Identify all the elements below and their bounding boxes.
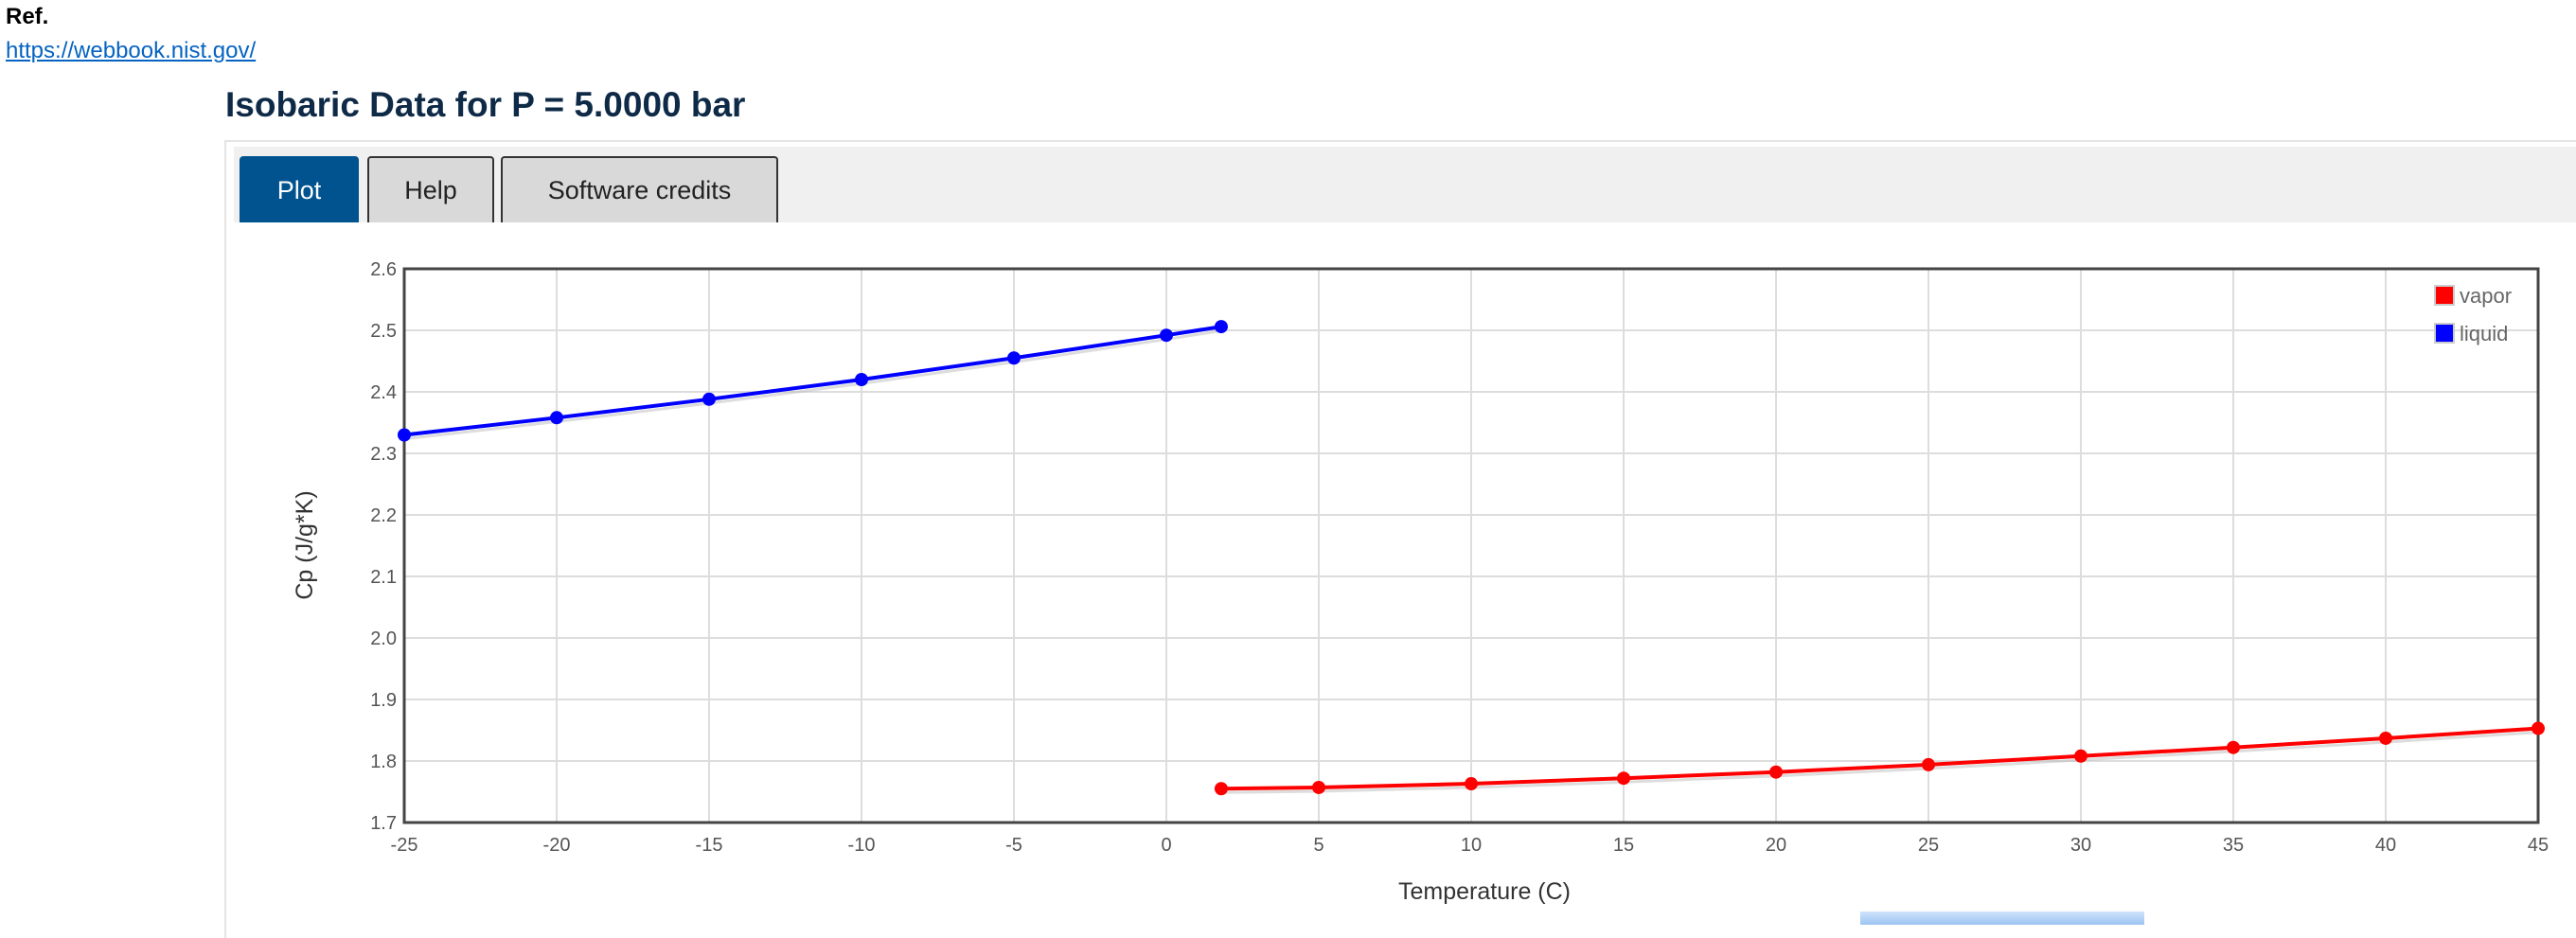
liquid-point[interactable]: [1007, 351, 1021, 365]
vapor-point[interactable]: [2379, 731, 2392, 745]
x-tick-label: -15: [696, 835, 723, 856]
vapor-line-shadow: [1222, 731, 2541, 794]
vapor-line: [1220, 726, 2539, 791]
legend-swatch-liquid: [2434, 323, 2455, 344]
y-tick-label: 1.9: [370, 690, 397, 711]
ref-label: Ref.: [6, 4, 49, 29]
y-tick-label: 2.2: [370, 505, 397, 526]
legend-label-vapor[interactable]: vapor: [2460, 284, 2512, 308]
vapor-point[interactable]: [2532, 721, 2545, 735]
x-tick-label: -25: [391, 835, 418, 856]
y-tick-label: 2.5: [370, 321, 397, 342]
vapor-point[interactable]: [1312, 780, 1325, 794]
y-tick-label: 2.1: [370, 567, 397, 588]
x-tick-label: -10: [848, 835, 876, 856]
x-tick-label: -5: [1005, 835, 1022, 856]
y-axis-label: Cp (J/g*K): [292, 490, 318, 599]
y-tick-label: 2.0: [370, 628, 397, 649]
nist-webbook-link[interactable]: https://webbook.nist.gov/: [6, 38, 257, 63]
x-tick-label: 40: [2375, 835, 2396, 856]
liquid-point[interactable]: [550, 411, 563, 425]
x-tick-label: 0: [1161, 835, 1171, 856]
vapor-point[interactable]: [2074, 749, 2087, 763]
legend-label-liquid[interactable]: liquid: [2460, 322, 2508, 345]
scroll-indicator: [1860, 911, 2144, 925]
x-tick-label: 35: [2223, 835, 2244, 856]
plot-panel: [224, 140, 2576, 938]
x-tick-label: 45: [2528, 835, 2549, 856]
vapor-point[interactable]: [1769, 765, 1783, 779]
y-tick-label: 1.8: [370, 752, 397, 772]
liquid-point[interactable]: [702, 392, 716, 406]
y-tick-label: 2.6: [370, 259, 397, 280]
vapor-point[interactable]: [1922, 757, 1935, 771]
y-tick-label: 2.4: [370, 382, 397, 403]
x-tick-label: 10: [1461, 835, 1482, 856]
liquid-point[interactable]: [398, 428, 411, 442]
tab-plot[interactable]: Plot: [240, 156, 359, 222]
legend[interactable]: vapor liquid: [2434, 284, 2512, 345]
x-tick-label: 30: [2070, 835, 2091, 856]
vapor-point[interactable]: [2227, 740, 2240, 754]
y-tick-label: 2.3: [370, 444, 397, 465]
vapor-point[interactable]: [1465, 777, 1478, 791]
liquid-point[interactable]: [855, 373, 868, 386]
x-tick-label: 20: [1766, 835, 1786, 856]
vapor-point[interactable]: [1214, 782, 1228, 796]
liquid-line: [403, 325, 1222, 437]
vapor-point[interactable]: [1617, 771, 1630, 786]
x-tick-label: -20: [543, 835, 571, 856]
x-tick-label: 25: [1918, 835, 1939, 856]
x-axis-label: Temperature (C): [1398, 878, 1571, 905]
liquid-point[interactable]: [1160, 328, 1173, 343]
tab-help[interactable]: Help: [367, 156, 494, 222]
plot-frame: [402, 267, 2540, 824]
page-title: Isobaric Data for P = 5.0000 bar: [225, 85, 746, 124]
x-tick-label: 15: [1613, 835, 1634, 856]
x-tick-label: 5: [1313, 835, 1324, 856]
tab-software-credits[interactable]: Software credits: [501, 156, 778, 222]
legend-swatch-vapor: [2434, 285, 2455, 306]
y-tick-label: 1.7: [370, 813, 397, 834]
liquid-point[interactable]: [1214, 320, 1228, 334]
